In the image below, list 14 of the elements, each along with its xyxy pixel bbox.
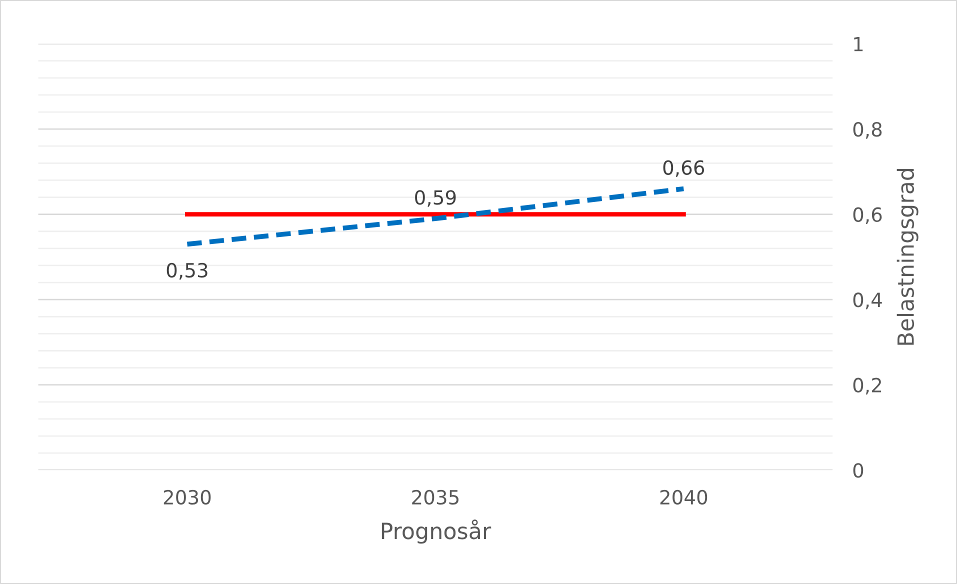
x-axis-title: Prognosår (382, 519, 492, 544)
y-tick-label: 0,8 (853, 122, 882, 139)
y-tick-label: 0,2 (853, 378, 882, 395)
y-tick-label: 0,4 (853, 292, 882, 310)
y-axis-title: Belastningsgrad (896, 168, 918, 345)
x-tick-label: 2030 (164, 490, 211, 505)
y-tick-label: 0 (853, 463, 864, 478)
x-tick-label: 2035 (412, 490, 458, 505)
x-tick-label: 2040 (660, 490, 708, 505)
data-label: 0,66 (663, 160, 704, 177)
y-tick-label: 0,6 (853, 207, 882, 224)
data-label: 0,59 (415, 190, 456, 207)
data-label: 0,53 (166, 262, 208, 280)
y-tick-label: 1 (854, 37, 863, 52)
